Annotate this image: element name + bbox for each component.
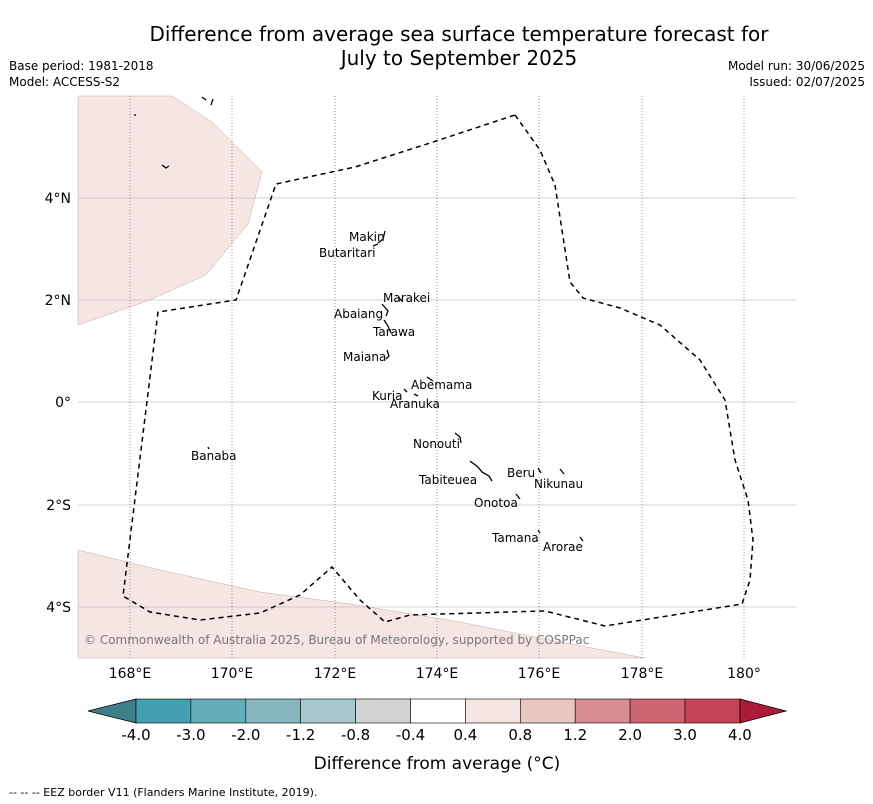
colorbar-segment <box>190 698 247 724</box>
place-label-onotoa: Onotoa <box>474 496 518 510</box>
place-label-aranuka: Aranuka <box>390 397 440 411</box>
colorbar-segment <box>410 698 466 724</box>
colorbar-tick-label: 0.8 <box>508 726 532 744</box>
place-label-maiana: Maiana <box>343 350 386 364</box>
lat-label-4s: 4°S <box>46 600 71 616</box>
lon-label-168e: 168°E <box>109 666 152 682</box>
model-name: Model: ACCESS-S2 <box>9 75 121 89</box>
lon-label-170e: 170°E <box>211 666 254 682</box>
island-fragment-nw-3 <box>201 96 207 101</box>
base-period: Base period: 1981-2018 <box>9 59 154 73</box>
island-onotoa <box>515 493 521 500</box>
island-nikunau <box>559 468 565 475</box>
colorbar-segment <box>355 698 411 724</box>
meta-right: Model run: 30/06/2025 Issued: 02/07/2025 <box>728 58 865 90</box>
place-label-kuria: Kuria <box>372 389 403 403</box>
lon-label-174e: 174°E <box>416 666 459 682</box>
title-line-1: Difference from average sea surface temp… <box>149 22 769 46</box>
island-fragment-nw-4 <box>210 98 214 106</box>
island-tabiteuea <box>469 460 493 482</box>
island-kuria <box>403 388 408 393</box>
colorbar-tick-label: 4.0 <box>728 726 752 744</box>
place-label-abemama: Abemama <box>411 378 472 392</box>
colorbar-tick-label: -3.0 <box>176 726 205 744</box>
island-tarawa <box>383 319 392 334</box>
islands <box>134 96 584 542</box>
colorbar-tick-label: -1.2 <box>286 726 315 744</box>
colorbar-tick-label: -0.8 <box>341 726 370 744</box>
place-label-tabiteuea: Tabiteuea <box>418 473 477 487</box>
island-abaiang <box>381 303 389 317</box>
island-abemama <box>426 376 434 382</box>
lat-label-2n: 2°N <box>45 293 71 309</box>
colorbar-tick-label: 0.4 <box>453 726 477 744</box>
island-tamana <box>537 529 541 534</box>
lon-label-172e: 172°E <box>314 666 357 682</box>
colorbar-segment <box>519 698 576 724</box>
colorbar-extension-high <box>739 698 788 724</box>
place-label-nikunau: Nikunau <box>534 477 583 491</box>
colorbar-tick-label: 1.2 <box>563 726 587 744</box>
colorbar-tick-label: -4.0 <box>121 726 150 744</box>
meta-left: Base period: 1981-2018 Model: ACCESS-S2 <box>9 58 154 90</box>
colorbar-title: Difference from average (°C) <box>314 754 561 774</box>
place-label-nonouti: Nonouti <box>413 437 460 451</box>
colorbar-segment <box>574 698 631 724</box>
place-labels: Makin Butaritari Marakei Abaiang Tarawa … <box>191 230 583 554</box>
place-label-tarawa: Tarawa <box>372 325 415 339</box>
lat-label-0: 0° <box>55 395 71 411</box>
title-line-2: July to September 2025 <box>340 46 578 70</box>
colorbar-tick-label: 3.0 <box>673 726 697 744</box>
eez-border <box>122 114 754 627</box>
island-makin <box>377 230 386 244</box>
place-label-makin: Makin <box>349 230 385 244</box>
lon-label-178e: 178°E <box>621 666 664 682</box>
colorbar: -4.0 -3.0 -2.0 -1.2 -0.8 -0.4 0.4 0.8 1.2 2.0 3.0 4… <box>87 698 788 744</box>
colorbar-extension-low <box>87 698 137 724</box>
lon-label-180: 180° <box>727 666 761 682</box>
colorbar-segment <box>465 698 521 724</box>
place-label-beru: Beru <box>507 466 535 480</box>
colorbar-segment <box>300 698 356 724</box>
colorbar-segment <box>684 698 741 724</box>
place-label-banaba: Banaba <box>191 449 237 463</box>
copyright-notice: © Commonwealth of Australia 2025, Bureau… <box>84 633 589 647</box>
place-label-abaiang: Abaiang <box>334 307 383 321</box>
lat-label-4n: 4°N <box>45 191 71 207</box>
lon-label-176e: 176°E <box>518 666 561 682</box>
colorbar-tick-label: 2.0 <box>618 726 642 744</box>
place-label-tamana: Tamana <box>491 531 539 545</box>
lat-label-2s: 2°S <box>46 498 71 514</box>
footer-note: -- -- -- EEZ border V11 (Flanders Marine… <box>9 786 318 799</box>
anomaly-region-south <box>77 549 646 659</box>
issued-date: Issued: 02/07/2025 <box>749 75 865 89</box>
island-banaba <box>207 446 210 450</box>
colorbar-tick-label: -0.4 <box>396 726 425 744</box>
island-maiana <box>385 349 390 360</box>
island-marakei <box>397 296 403 302</box>
island-aranuka <box>413 393 419 397</box>
island-butaritari <box>372 243 379 247</box>
anomaly-region-northwest <box>77 95 263 326</box>
chart-title: Difference from average sea surface temp… <box>0 22 873 70</box>
model-run: Model run: 30/06/2025 <box>727 59 865 73</box>
lon-gridlines <box>129 96 745 658</box>
island-nonouti <box>454 432 462 444</box>
colorbar-segment <box>629 698 686 724</box>
place-label-butaritari: Butaritari <box>319 246 376 260</box>
island-beru <box>537 467 542 474</box>
island-fragment-nw-2 <box>161 164 170 169</box>
lat-axis-labels: 4°N 2°N 0° 2°S 4°S <box>45 191 72 616</box>
colorbar-segment <box>245 698 302 724</box>
lon-axis-labels: 168°E 170°E 172°E 174°E 176°E 178°E 180° <box>109 666 761 682</box>
place-label-arorae: Arorae <box>543 540 583 554</box>
colorbar-segment <box>135 698 192 724</box>
place-label-marakei: Marakei <box>383 291 430 305</box>
colorbar-tick-label: -2.0 <box>231 726 260 744</box>
island-arorae <box>579 536 584 542</box>
